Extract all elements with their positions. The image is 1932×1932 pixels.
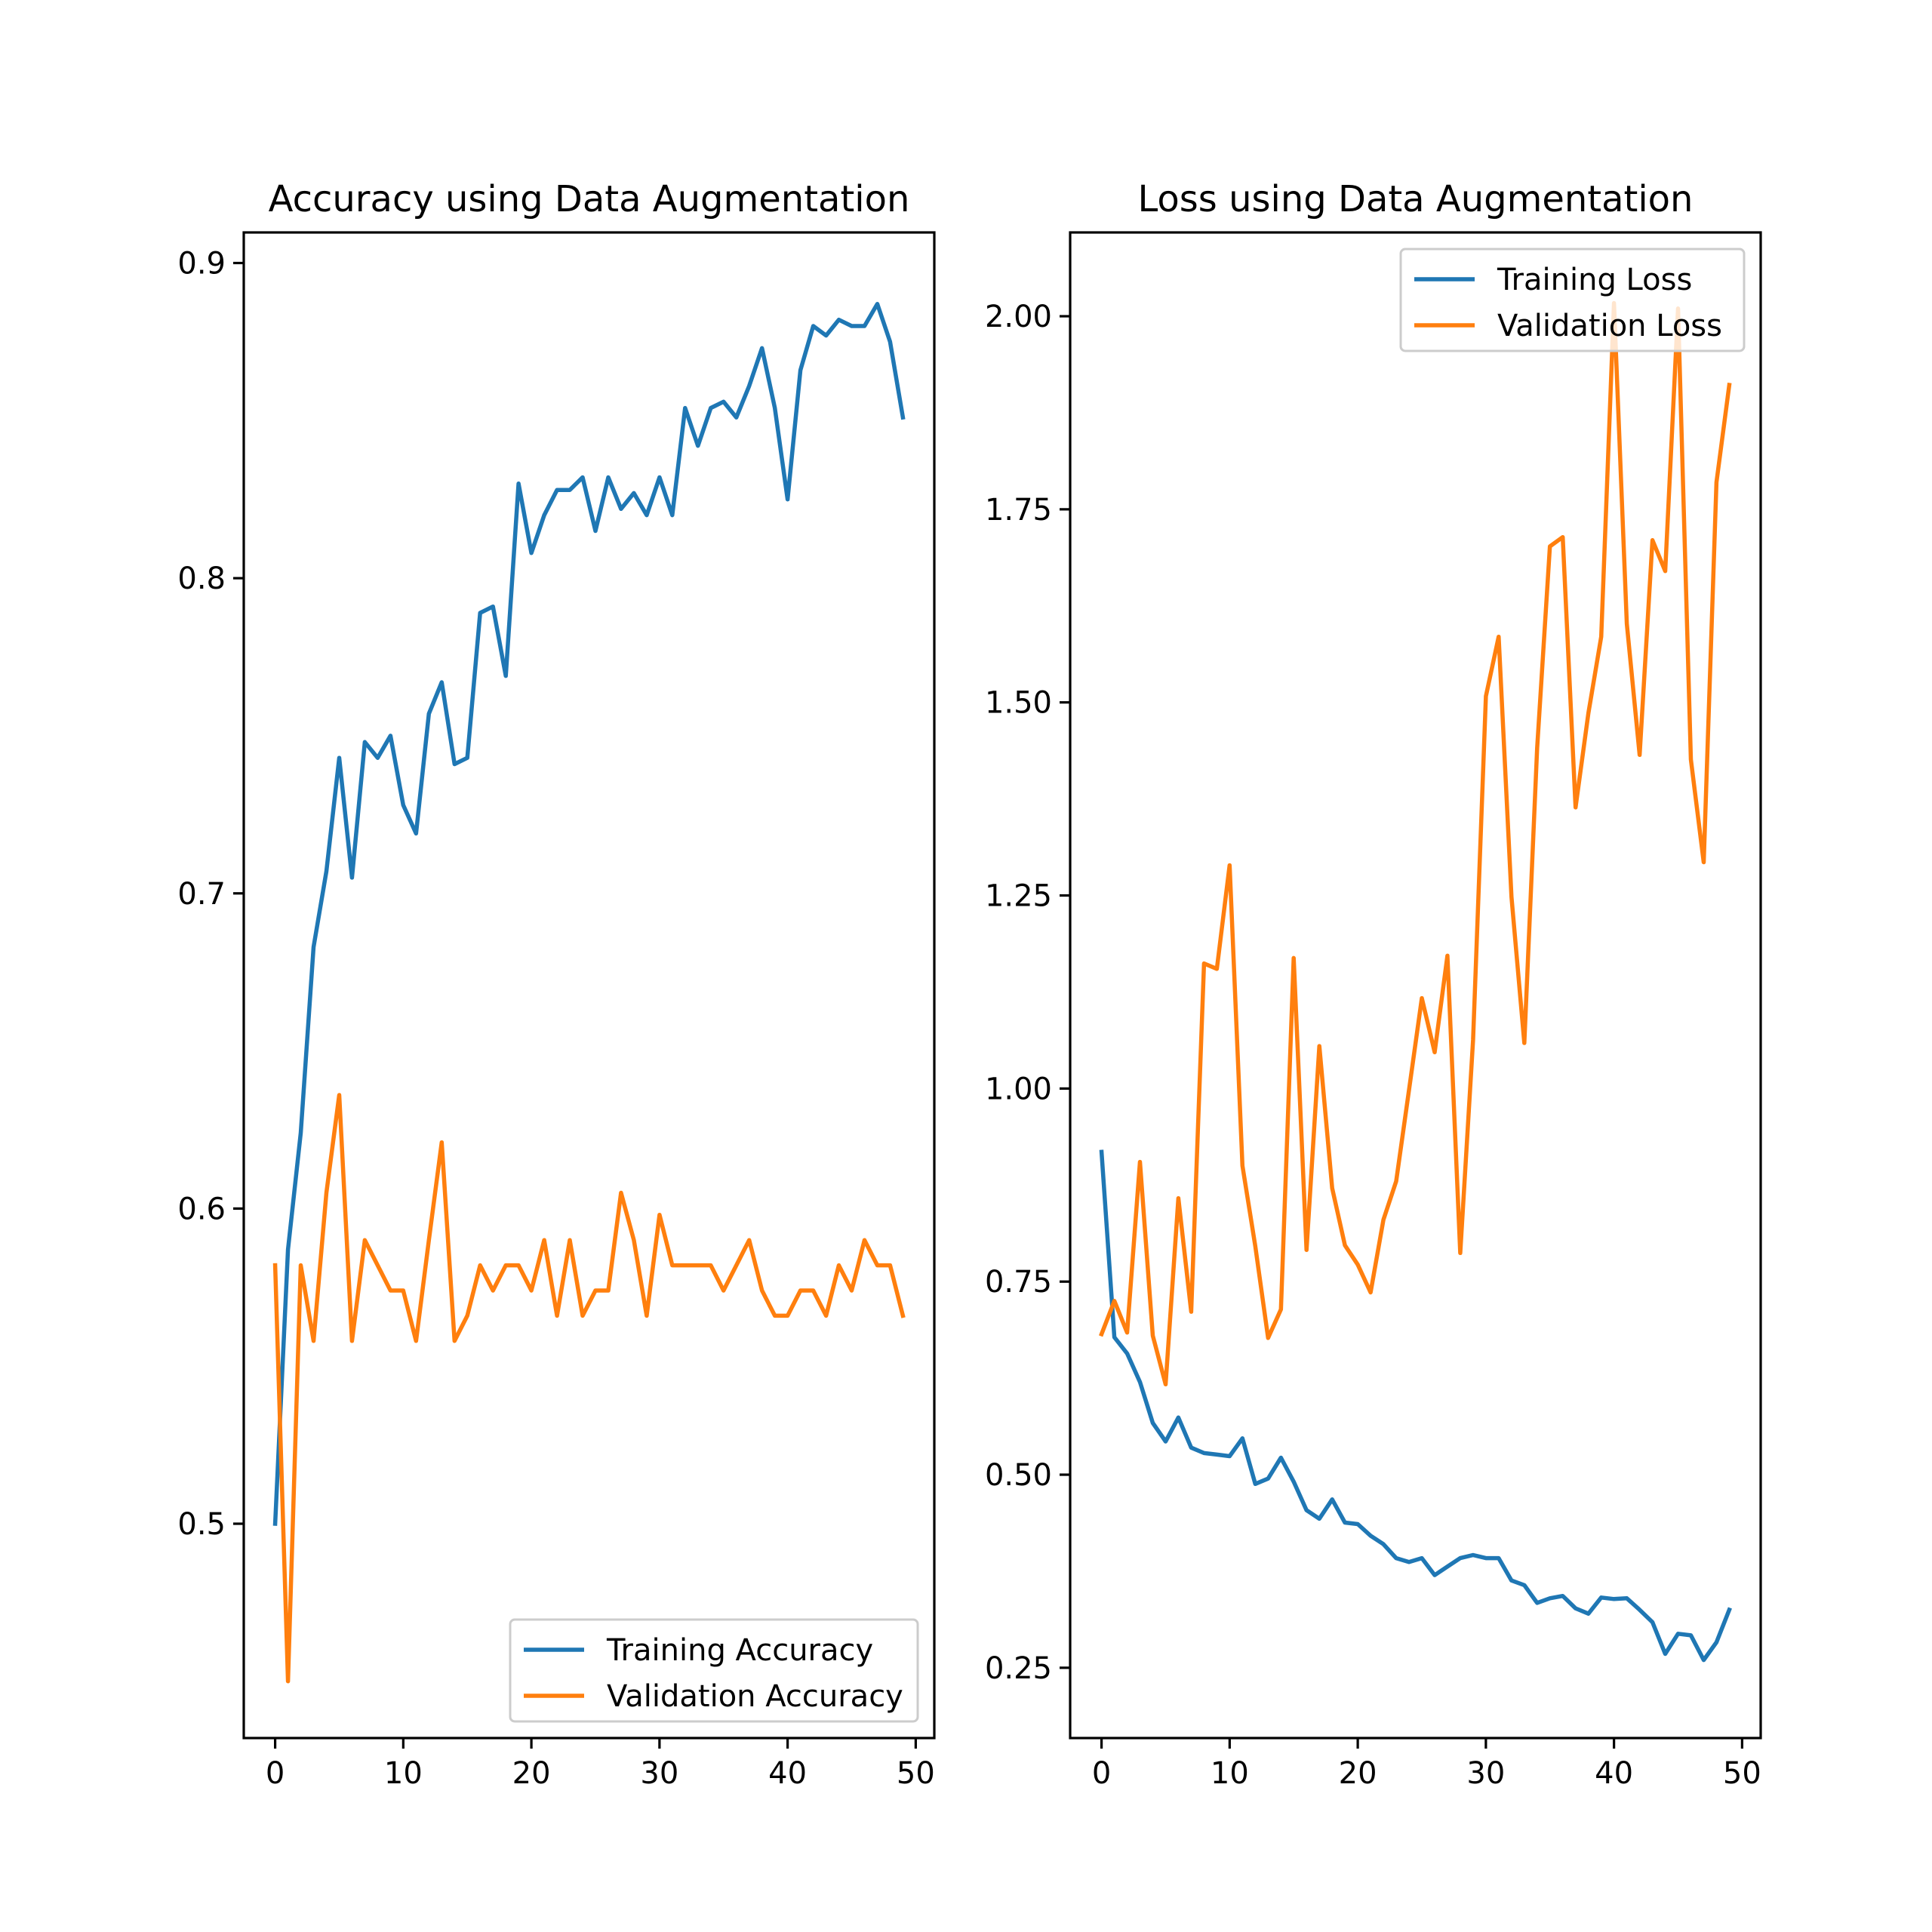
x-tick-label: 10 [384, 1756, 423, 1791]
legend: Training Accuracy Validation Accuracy [509, 1618, 919, 1723]
chart-title: Accuracy using Data Augmentation [269, 178, 910, 220]
legend-label: Validation Loss [1497, 309, 1722, 343]
y-tick-label: 0.9 [177, 247, 226, 281]
y-tick-label: 0.5 [177, 1507, 226, 1542]
legend: Training Loss Validation Loss [1399, 248, 1746, 352]
y-tick-label: 0.8 [177, 561, 226, 596]
legend-box [1399, 248, 1746, 352]
y-tick-label: 0.7 [177, 877, 226, 912]
chart-title: Loss using Data Augmentation [1138, 178, 1694, 220]
series-line-validation-accuracy [272, 1093, 906, 1684]
x-tick-label: 20 [1339, 1756, 1377, 1791]
axes-frame [242, 231, 936, 1740]
x-tick-label: 10 [1211, 1756, 1249, 1791]
y-tick-label: 1.75 [985, 493, 1052, 528]
y-tick-label: 1.50 [985, 686, 1052, 721]
series-line-training-loss [1099, 1149, 1732, 1663]
y-tick-label: 0.25 [985, 1651, 1052, 1686]
accuracy-panel: Accuracy using Data Augmentation 0 10 20 30 4… [177, 178, 936, 1791]
series-line-validation-loss [1099, 300, 1732, 1387]
legend-label: Training Loss [1497, 263, 1692, 297]
x-tick-label: 30 [1466, 1756, 1505, 1791]
legend-box [509, 1618, 919, 1723]
x-tick-label: 30 [640, 1756, 678, 1791]
y-tick-label: 2.00 [985, 300, 1052, 334]
y-tick-label: 1.00 [985, 1072, 1052, 1106]
x-tick-label: 0 [266, 1756, 285, 1791]
x-tick-label: 20 [512, 1756, 551, 1791]
x-tick-label: 50 [897, 1756, 935, 1791]
legend-label: Training Accuracy [606, 1633, 873, 1668]
loss-panel: Loss using Data Augmentation 0 10 20 30 40 50 0… [985, 178, 1762, 1791]
series-line-training-accuracy [272, 302, 906, 1526]
y-tick-label: 0.75 [985, 1265, 1052, 1300]
legend-label: Validation Accuracy [607, 1679, 903, 1714]
y-tick-label: 1.25 [985, 879, 1052, 914]
x-tick-label: 0 [1092, 1756, 1111, 1791]
x-tick-label: 50 [1723, 1756, 1761, 1791]
y-tick-label: 0.50 [985, 1458, 1052, 1493]
x-tick-label: 40 [1595, 1756, 1633, 1791]
y-tick-label: 0.6 [177, 1192, 226, 1226]
axes-frame [1069, 231, 1762, 1740]
x-tick-label: 40 [768, 1756, 807, 1791]
